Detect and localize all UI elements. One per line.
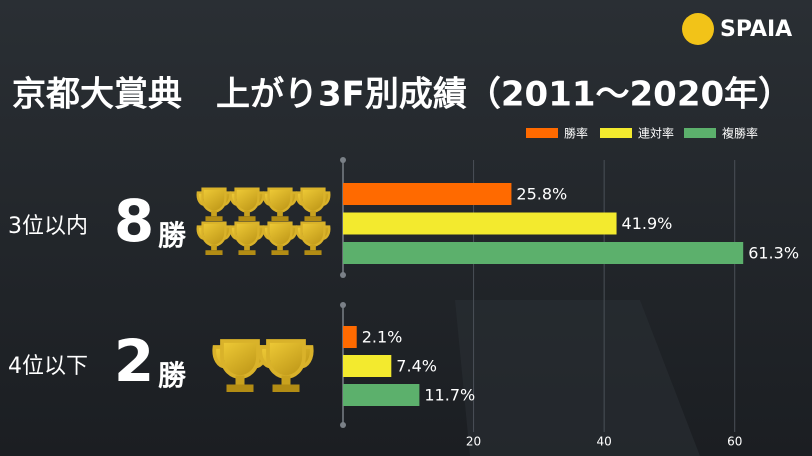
trophy-stem bbox=[244, 244, 250, 251]
trophy-base bbox=[205, 250, 223, 255]
trophy-base bbox=[226, 384, 254, 392]
bar bbox=[343, 212, 617, 235]
bar bbox=[343, 183, 512, 205]
trophy-base bbox=[238, 250, 256, 255]
legend-swatch bbox=[526, 128, 558, 138]
trophy-stem bbox=[277, 210, 283, 217]
trophy-stem bbox=[235, 375, 245, 385]
trophy-stem bbox=[277, 244, 283, 251]
logo-icon bbox=[682, 13, 714, 45]
axis-dot bbox=[340, 272, 346, 278]
trophy-base bbox=[238, 216, 256, 221]
trophy-stem bbox=[211, 244, 217, 251]
trophy-base bbox=[271, 250, 289, 255]
axis-dot bbox=[340, 157, 346, 163]
x-tick-label: 40 bbox=[597, 435, 612, 449]
legend-swatch bbox=[684, 128, 716, 138]
category-label: 4位以下 bbox=[8, 354, 88, 379]
legend-label: 勝率 bbox=[564, 126, 588, 141]
value-label: 7.4% bbox=[396, 357, 437, 376]
chart-title: 京都大賞典 上がり3F別成績（2011～2020年） bbox=[12, 75, 792, 115]
trophy-base bbox=[205, 216, 223, 221]
x-tick-label: 60 bbox=[727, 435, 742, 449]
axis-dot bbox=[340, 422, 346, 428]
trophy-stem bbox=[310, 244, 316, 251]
category-label: 3位以内 bbox=[8, 214, 88, 239]
trophy-stem bbox=[310, 210, 316, 217]
trophy-base bbox=[304, 250, 322, 255]
bar bbox=[343, 384, 420, 406]
value-label: 61.3% bbox=[748, 244, 799, 263]
bar bbox=[343, 355, 392, 377]
x-tick-label: 20 bbox=[466, 435, 481, 449]
value-label: 11.7% bbox=[424, 386, 475, 405]
trophy bbox=[196, 221, 232, 255]
legend-swatch bbox=[600, 128, 632, 138]
trophy-base bbox=[272, 384, 300, 392]
trophy-stem bbox=[281, 375, 291, 385]
bar bbox=[343, 242, 744, 264]
legend-label: 連対率 bbox=[638, 126, 674, 141]
trophy bbox=[229, 187, 265, 221]
trophy bbox=[295, 187, 331, 221]
wins-unit: 勝 bbox=[158, 359, 187, 392]
legend-label: 複勝率 bbox=[722, 126, 758, 141]
wins-unit: 勝 bbox=[158, 219, 187, 252]
value-label: 25.8% bbox=[516, 185, 567, 204]
trophy bbox=[258, 339, 314, 392]
wins-count: 8 bbox=[114, 187, 154, 255]
bar bbox=[343, 326, 357, 348]
trophy-base bbox=[304, 216, 322, 221]
trophy bbox=[262, 187, 298, 221]
value-label: 2.1% bbox=[362, 328, 403, 347]
trophy-stem bbox=[244, 210, 250, 217]
trophy-base bbox=[271, 216, 289, 221]
trophy-stem bbox=[211, 210, 217, 217]
decoration bbox=[455, 300, 700, 456]
wins-count: 2 bbox=[114, 327, 154, 395]
value-label: 41.9% bbox=[622, 214, 673, 233]
brand: SPAIA bbox=[720, 17, 792, 42]
trophy bbox=[295, 221, 331, 255]
axis-dot bbox=[340, 302, 346, 308]
